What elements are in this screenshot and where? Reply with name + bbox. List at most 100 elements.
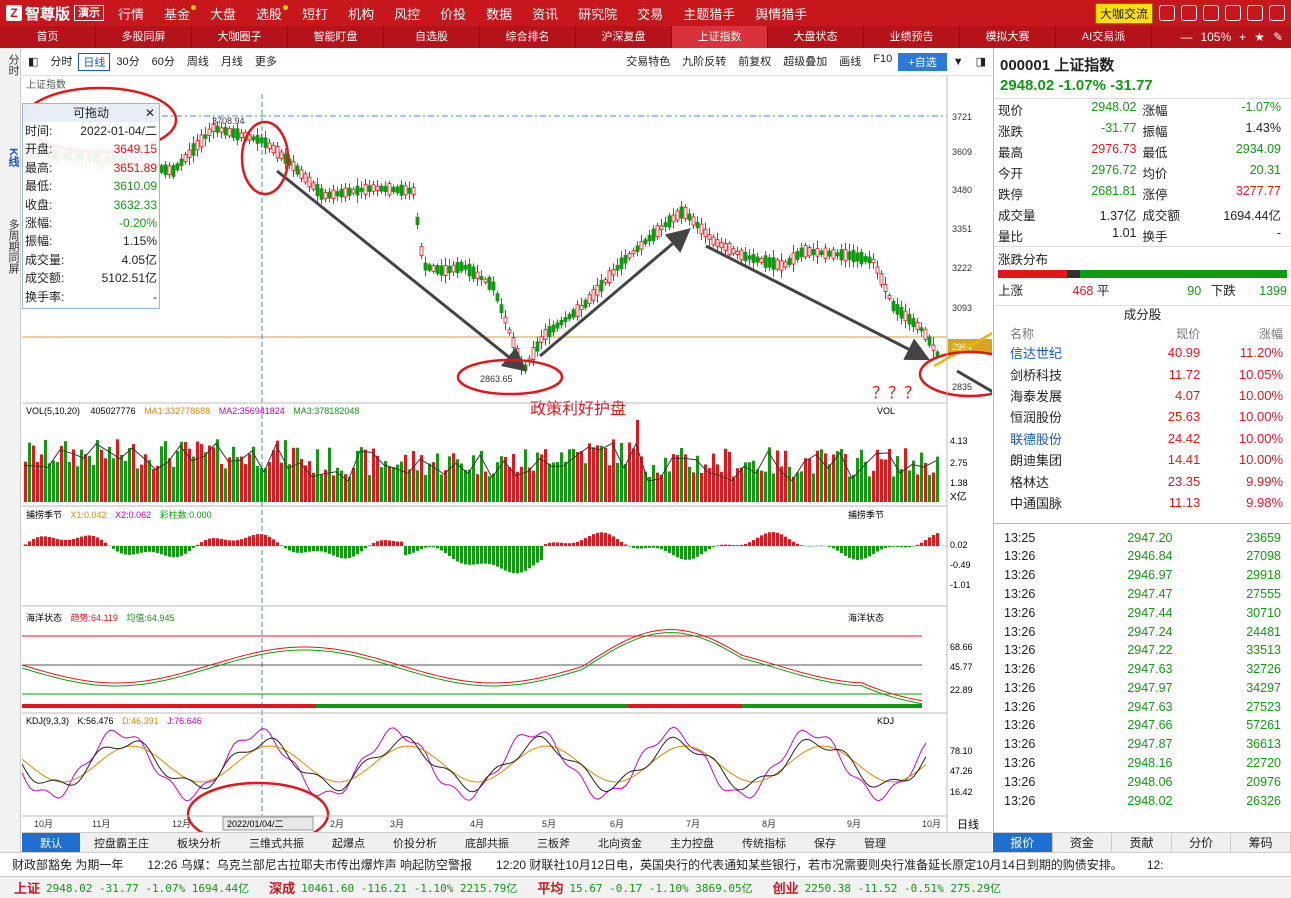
period-tab-6[interactable]: 更多 <box>254 55 277 68</box>
constituent-row[interactable]: 恒润股份 25.63 10.00% <box>994 406 1291 427</box>
indicator-tab-7[interactable]: 三板斧 <box>537 837 570 850</box>
zoom-out-button[interactable]: — <box>1180 30 1193 44</box>
indicator-tab-1[interactable]: 控盘霸王庄 <box>94 837 149 850</box>
constituent-row[interactable]: 朗迪集团 14.41 10.00% <box>994 449 1291 470</box>
infobox-close-icon[interactable]: ✕ <box>144 106 155 120</box>
user-icon[interactable] <box>1159 5 1175 21</box>
news-item[interactable]: 12: <box>1146 857 1164 872</box>
constituent-name[interactable]: 中通国脉 <box>1010 495 1063 511</box>
menu-item-3[interactable]: 选股 <box>246 4 292 23</box>
collapse-icon[interactable] <box>1203 5 1219 21</box>
menu-item-0[interactable]: 行情 <box>118 6 145 22</box>
tab-11[interactable]: AI交易派 <box>1056 26 1152 48</box>
menu-item-5[interactable]: 机构 <box>348 6 375 22</box>
constituent-name[interactable]: 联德股份 <box>1010 431 1063 447</box>
tab-4[interactable]: 自选股 <box>384 26 480 48</box>
chart-tool-6[interactable]: +自选 <box>898 52 947 71</box>
maximize-icon[interactable] <box>1247 5 1263 21</box>
news-item[interactable]: 12:26 乌媒：乌克兰部尼古拉耶夫市传出爆炸声 响起防空警报 <box>147 858 473 872</box>
left-tab-kline[interactable]: K线 <box>7 148 19 167</box>
period-tab-5[interactable]: 月线 <box>220 55 243 68</box>
menu-item-6[interactable]: 风控 <box>394 6 421 22</box>
app-logo[interactable]: Z 智尊版 演示 <box>0 3 108 24</box>
tab-2[interactable]: 大咖圈子 <box>192 26 288 48</box>
period-tab-0[interactable]: 分时 <box>50 55 73 68</box>
daka-button[interactable]: 大咖交流 <box>1094 2 1153 24</box>
constituent-name[interactable]: 朗迪集团 <box>1010 453 1063 469</box>
constituent-name[interactable]: 海泰发展 <box>1010 388 1063 404</box>
indicator-tab-5[interactable]: 价投分析 <box>393 837 437 850</box>
indicator-tab-10[interactable]: 传统指标 <box>742 837 786 850</box>
draggable-info-box[interactable]: 可拖动 ✕ 时间: 2022-01-04/二 开盘: 3649.15 最高: 3651.89… <box>22 103 160 309</box>
chart-tool-3[interactable]: 超级叠加 <box>783 55 828 68</box>
left-tab-timeshare[interactable]: 分时 <box>7 54 19 76</box>
indicator-tab-3[interactable]: 三维式共振 <box>249 837 304 850</box>
star-icon[interactable]: ★ <box>1254 30 1265 44</box>
tab-8[interactable]: 大盘状态 <box>768 26 864 48</box>
menu-item-13[interactable]: 舆情猎手 <box>755 6 808 22</box>
close-icon[interactable] <box>1269 5 1285 21</box>
news-item[interactable]: 12:20 财联社10月12日电，英国央行的代表通知某些银行，若市况需要则央行准… <box>496 858 1123 872</box>
constituent-row[interactable]: 剑桥科技 11.72 10.05% <box>994 363 1291 384</box>
chart-tool-0[interactable]: 交易特色 <box>626 55 671 68</box>
indicator-tab-0[interactable]: 默认 <box>22 832 80 853</box>
menu-item-8[interactable]: 数据 <box>486 6 513 22</box>
indicator-tab-2[interactable]: 板块分析 <box>177 837 221 850</box>
left-tab-multi-period[interactable]: 多周期同屏 <box>7 218 19 274</box>
quote-tab-2[interactable]: 贡献 <box>1112 833 1172 852</box>
constituent-row[interactable]: 联德股份 24.42 10.00% <box>994 428 1291 449</box>
indicator-tab-11[interactable]: 保存 <box>814 837 836 850</box>
period-tab-1[interactable]: 日线 <box>78 52 111 71</box>
indicator-tab-6[interactable]: 底部共振 <box>465 837 509 850</box>
period-tab-2[interactable]: 30分 <box>116 55 140 68</box>
index-name[interactable]: 深成 <box>269 881 296 896</box>
constituent-name[interactable]: 信达世纪 <box>1010 346 1063 362</box>
edit-icon[interactable]: ✎ <box>1272 30 1283 44</box>
constituent-row[interactable]: 格林达 23.35 9.99% <box>994 470 1291 491</box>
dropdown-icon[interactable]: ▼ <box>952 55 964 68</box>
index-name[interactable]: 上证 <box>14 881 41 896</box>
quote-tab-3[interactable]: 分价 <box>1172 833 1232 852</box>
minimize-icon[interactable] <box>1225 5 1241 21</box>
constituent-name[interactable]: 恒润股份 <box>1010 410 1063 426</box>
period-tab-3[interactable]: 60分 <box>151 55 175 68</box>
constituent-row[interactable]: 海泰发展 4.07 10.00% <box>994 385 1291 406</box>
quote-tab-1[interactable]: 资金 <box>1053 833 1113 852</box>
menu-item-1[interactable]: 基金 <box>154 4 200 23</box>
menu-item-4[interactable]: 短打 <box>302 6 329 22</box>
panel-toggle-icon[interactable]: ◨ <box>975 56 986 68</box>
indicator-tab-8[interactable]: 北向资金 <box>598 837 642 850</box>
menu-item-7[interactable]: 价投 <box>440 6 467 22</box>
tab-10[interactable]: 模拟大赛 <box>960 26 1056 48</box>
tab-1[interactable]: 多股同屏 <box>96 26 192 48</box>
constituent-name[interactable]: 格林达 <box>1010 474 1050 490</box>
menu-item-11[interactable]: 交易 <box>637 6 664 22</box>
chart-tool-5[interactable]: F10 <box>873 52 893 65</box>
tab-5[interactable]: 综合排名 <box>480 26 576 48</box>
layout-toggle-icon[interactable]: ◧ <box>28 56 39 68</box>
tab-0[interactable]: 首页 <box>0 26 96 48</box>
index-name[interactable]: 平均 <box>537 881 564 896</box>
menu-item-10[interactable]: 研究院 <box>578 6 618 22</box>
quote-tab-0[interactable]: 报价 <box>993 833 1053 852</box>
tab-9[interactable]: 业绩预告 <box>864 26 960 48</box>
chart-tool-2[interactable]: 前复权 <box>738 55 772 68</box>
menu-item-9[interactable]: 资讯 <box>532 6 559 22</box>
quote-tab-4[interactable]: 筹码 <box>1231 833 1291 852</box>
tab-3[interactable]: 智能盯盘 <box>288 26 384 48</box>
period-tab-4[interactable]: 周线 <box>186 55 209 68</box>
news-ticker[interactable]: 财政部豁免 为期一年 12:26 乌媒：乌克兰部尼古拉耶夫市传出爆炸声 响起防空警… <box>0 852 1291 876</box>
settings-icon[interactable] <box>1181 5 1197 21</box>
constituent-name[interactable]: 剑桥科技 <box>1010 367 1063 383</box>
indicator-tab-12[interactable]: 管理 <box>864 837 886 850</box>
constituent-row[interactable]: 中通国脉 11.13 9.98% <box>994 492 1291 513</box>
kline-chart[interactable]: 上证指数 3721 3609 3480 3351 3222 3093 2964 2835 37… <box>22 76 992 832</box>
tab-6[interactable]: 沪深复盘 <box>576 26 672 48</box>
menu-item-12[interactable]: 主题猎手 <box>683 6 736 22</box>
tab-7[interactable]: 上证指数 <box>672 26 768 48</box>
indicator-tab-4[interactable]: 起爆点 <box>332 837 365 850</box>
constituent-row[interactable]: 信达世纪 40.99 11.20% <box>994 342 1291 363</box>
indicator-tab-9[interactable]: 主力控盘 <box>670 837 714 850</box>
chart-tool-1[interactable]: 九阶反转 <box>682 55 727 68</box>
news-item[interactable]: 财政部豁免 为期一年 <box>12 858 124 872</box>
